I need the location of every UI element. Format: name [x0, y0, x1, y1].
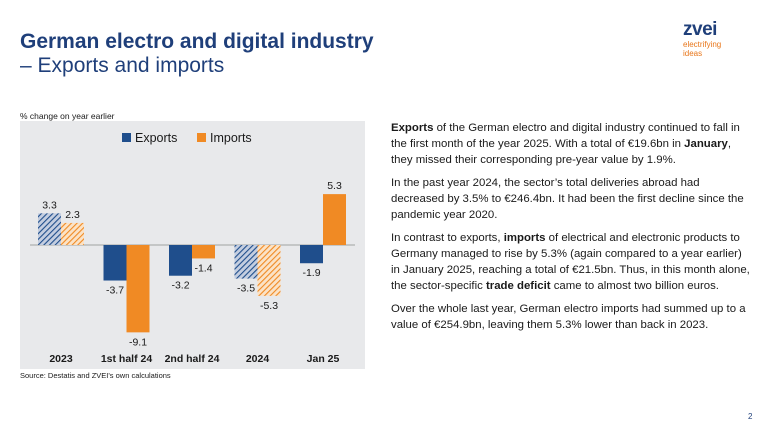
category-label-0: 2023 — [49, 353, 73, 365]
bar-imports-4 — [323, 194, 346, 245]
data-label-imports-2: -1.4 — [194, 262, 212, 274]
page-title: German electro and digital industry — [20, 30, 374, 53]
bar-exports-4 — [300, 245, 323, 264]
bar-exports-1 — [103, 245, 127, 281]
chart-legend: Exports Imports — [122, 131, 252, 145]
text-span: of the German electro and digital indust… — [391, 122, 740, 150]
zvei-logo: zvei electrifying ideas — [683, 19, 749, 59]
category-label-1: 1st half 24 — [101, 353, 153, 365]
data-label-imports-3: -5.3 — [260, 300, 278, 312]
chart-panel: Exports Imports 3.3 2.3 -3.7 -9.1 -3.2 -1.4 -3.… — [20, 121, 365, 369]
paragraph-imports: In contrast to exports, imports of elect… — [391, 230, 751, 294]
text-span: , they missed their corresponding pre-ye… — [391, 138, 732, 166]
bar-chart: Exports Imports 3.3 2.3 -3.7 -9.1 -3.2 -1.4 -3.… — [30, 131, 355, 365]
chart-data-labels: 3.3 2.3 -3.7 -9.1 -3.2 -1.4 -3.5 -5.3 -1.9 5.3 — [42, 180, 342, 348]
text-span: came to almost two billion euros. — [550, 280, 719, 292]
page-number: 2 — [748, 412, 753, 421]
logo-tagline-1: electrifying — [683, 40, 722, 49]
commentary-text: Exports of the German electro and digita… — [391, 120, 751, 340]
text-span: of electrical and electronic products to… — [391, 232, 750, 292]
data-label-imports-0: 2.3 — [65, 209, 80, 221]
page-subtitle: – Exports and imports — [20, 54, 225, 77]
bold-exports: Exports — [391, 122, 434, 134]
title-block: German electro and digital industry – Ex… — [20, 30, 374, 78]
source-note: Source: Destatis and ZVEI's own calculat… — [20, 371, 171, 380]
bar-imports-3 — [257, 245, 281, 296]
bar-imports-2 — [192, 245, 215, 259]
category-label-2: 2nd half 24 — [165, 353, 220, 365]
data-label-exports-4: -1.9 — [302, 267, 320, 279]
data-label-imports-1: -9.1 — [129, 336, 147, 348]
paragraph-imports-2024: Over the whole last year, German electro… — [391, 303, 746, 331]
bold-imports: imports — [503, 232, 546, 244]
bar-imports-0 — [61, 222, 84, 245]
category-label-4: Jan 25 — [307, 353, 340, 365]
paragraph-exports: Exports of the German electro and digita… — [391, 120, 751, 168]
category-label-3: 2024 — [246, 353, 270, 365]
data-label-exports-0: 3.3 — [42, 199, 57, 211]
bold-january: January — [684, 138, 728, 150]
bar-exports-3 — [234, 245, 258, 279]
bold-trade-deficit: trade deficit — [485, 280, 551, 292]
data-label-exports-3: -3.5 — [237, 283, 255, 295]
logo-word: zvei — [683, 19, 717, 40]
bar-exports-0 — [38, 213, 61, 245]
legend-swatch-0 — [122, 133, 131, 142]
logo-tagline-2: ideas — [683, 49, 703, 58]
data-label-imports-4: 5.3 — [327, 180, 342, 192]
text-span: In contrast to exports, — [391, 232, 504, 244]
legend-swatch-1 — [197, 133, 206, 142]
chart-bars — [30, 194, 355, 333]
chart-category-labels: 2023 1st half 24 2nd half 24 2024 Jan 25 — [49, 353, 339, 365]
legend-label-1: Imports — [210, 131, 252, 145]
legend-label-0: Exports — [135, 131, 177, 145]
bar-exports-2 — [169, 245, 192, 276]
data-label-exports-2: -3.2 — [171, 280, 189, 292]
paragraph-2024: In the past year 2024, the sector’s tota… — [391, 177, 744, 221]
data-label-exports-1: -3.7 — [106, 285, 124, 297]
chart-unit-label: % change on year earlier — [20, 111, 115, 121]
bar-imports-1 — [126, 245, 150, 333]
